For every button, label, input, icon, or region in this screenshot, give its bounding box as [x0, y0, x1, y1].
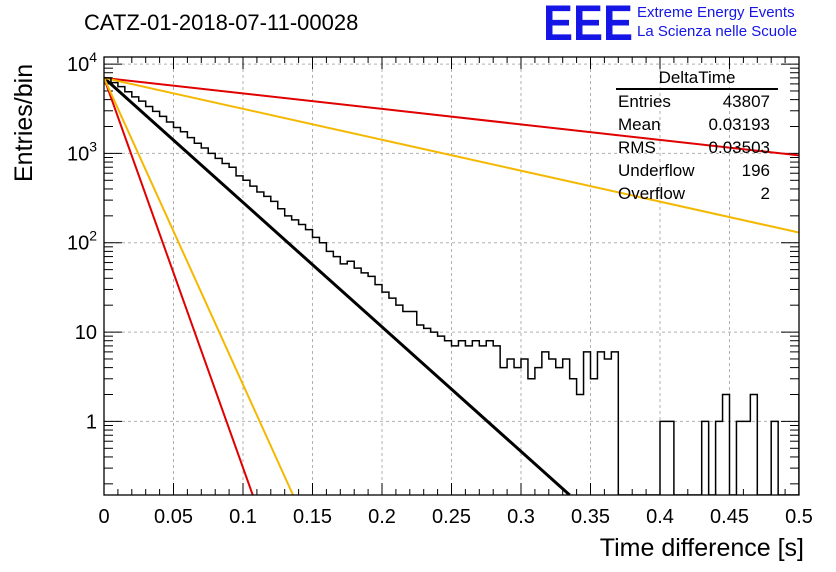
stats-value: 0.03503	[708, 138, 770, 157]
y-axis-label: Entries/bin	[10, 63, 38, 182]
y-tick-label: 104	[67, 49, 97, 76]
x-tick-label: 0.05	[154, 506, 193, 528]
series-line	[104, 77, 254, 495]
stats-value: 0.03193	[708, 115, 770, 134]
stats-value: 43807	[722, 92, 770, 111]
plot-frame	[103, 56, 800, 496]
y-tick-labels: 1 10 102 103 104	[67, 49, 97, 433]
series-line	[104, 76, 799, 157]
x-axis-label: Time difference [s]	[599, 534, 804, 562]
x-tick-label: 0.15	[293, 506, 332, 528]
logo-line-1: Extreme Energy Events	[637, 4, 795, 21]
series-line	[104, 76, 571, 495]
stats-row: Mean 0.03193	[612, 113, 778, 136]
series-line	[104, 77, 294, 495]
stats-label: Underflow	[618, 161, 695, 180]
x-tick-label: 0	[98, 506, 109, 528]
svg-text:EEE: EEE	[543, 0, 633, 46]
stats-box: DeltaTime Entries 43807 Mean 0.03193 RMS…	[612, 68, 778, 205]
stats-title: DeltaTime	[616, 68, 778, 90]
eee-logo-icon: EEE	[543, 0, 633, 46]
x-tick-label: 0.3	[507, 506, 535, 528]
logo-caption: Extreme Energy Events La Scienza nelle S…	[637, 3, 797, 41]
histogram	[104, 77, 799, 495]
stats-row: RMS 0.03503	[612, 136, 778, 159]
stats-row: Underflow 196	[612, 159, 778, 182]
series-line	[104, 76, 799, 234]
y-tick-label: 10	[75, 322, 97, 344]
x-tick-label: 0.35	[571, 506, 610, 528]
x-tick-label: 0.2	[368, 506, 396, 528]
x-tick-label: 0.25	[432, 506, 471, 528]
x-tick-labels: 0 0.05 0.1 0.15 0.2 0.25 0.3 0.35 0.4 0.45 0.5	[98, 506, 812, 528]
stats-value: 196	[741, 161, 770, 180]
y-tick-label: 102	[67, 228, 97, 255]
plot-title: CATZ-01-2018-07-11-00028	[84, 10, 359, 35]
logo-line-2: La Scienza nelle Scuole	[637, 23, 798, 40]
stats-label: Entries	[618, 92, 671, 111]
x-tick-label: 0.5	[785, 506, 813, 528]
y-tick-label: 1	[86, 411, 97, 433]
x-tick-label: 0.45	[710, 506, 749, 528]
stats-label: Overflow	[618, 184, 686, 203]
x-tick-label: 0.4	[646, 506, 674, 528]
histogram-outline	[104, 77, 799, 495]
series-lines	[104, 76, 799, 495]
stats-value: 2	[760, 184, 770, 203]
stats-label: Mean	[618, 115, 661, 134]
y-tick-label: 103	[67, 138, 97, 165]
x-tick-label: 0.1	[229, 506, 257, 528]
stats-row: Entries 43807	[612, 90, 778, 113]
stats-label: RMS	[618, 138, 656, 157]
stats-row: Overflow 2	[612, 182, 778, 205]
